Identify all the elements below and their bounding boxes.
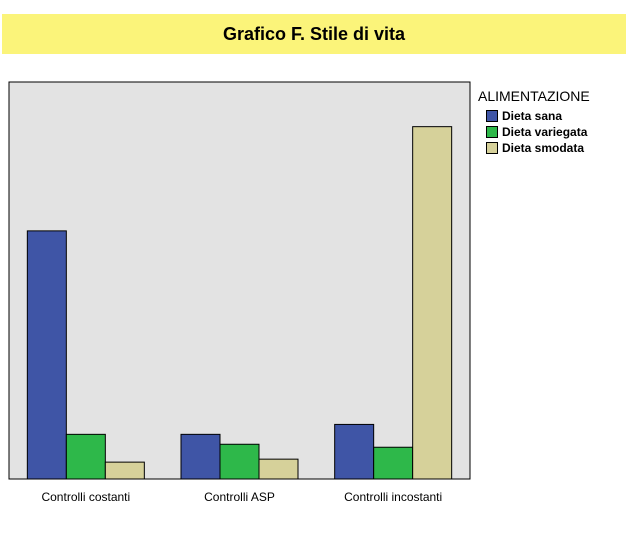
legend-label: Dieta smodata: [502, 141, 585, 155]
x-tick-label: Controlli incostanti: [344, 490, 442, 504]
chart-title: Grafico F. Stile di vita: [222, 23, 406, 44]
bar-dieta-variegata-2: [373, 446, 414, 480]
bar-dieta-sana-0: [26, 230, 67, 480]
bars-group: [26, 126, 453, 480]
x-tick-label: Controlli costanti: [41, 490, 130, 504]
legend: ALIMENTAZIONE Dieta sana Dieta variegata…: [478, 88, 590, 156]
plot-area: [8, 81, 471, 480]
legend-label: Dieta variegata: [502, 125, 588, 139]
legend-item-dieta-variegata: Dieta variegata: [478, 124, 590, 140]
bar-dieta-smodata-0: [104, 461, 145, 480]
legend-item-dieta-sana: Dieta sana: [478, 108, 590, 124]
x-tick-label: Controlli ASP: [204, 490, 275, 504]
bar-dieta-sana-1: [180, 433, 221, 480]
bar-dieta-smodata-2: [412, 126, 453, 480]
bar-dieta-variegata-0: [65, 433, 106, 480]
legend-swatch: [486, 142, 498, 154]
legend-swatch: [486, 126, 498, 138]
bar-dieta-variegata-1: [219, 443, 260, 480]
legend-title: ALIMENTAZIONE: [478, 88, 590, 104]
bar-dieta-sana-2: [334, 423, 375, 480]
chart-title-bar: Grafico F. Stile di vita: [2, 14, 626, 54]
legend-swatch: [486, 110, 498, 122]
legend-label: Dieta sana: [502, 109, 563, 123]
x-tick-labels: Controlli costanti Controlli ASP Controlli…: [41, 490, 442, 504]
bar-dieta-smodata-1: [258, 458, 299, 480]
legend-item-dieta-smodata: Dieta smodata: [478, 140, 590, 156]
